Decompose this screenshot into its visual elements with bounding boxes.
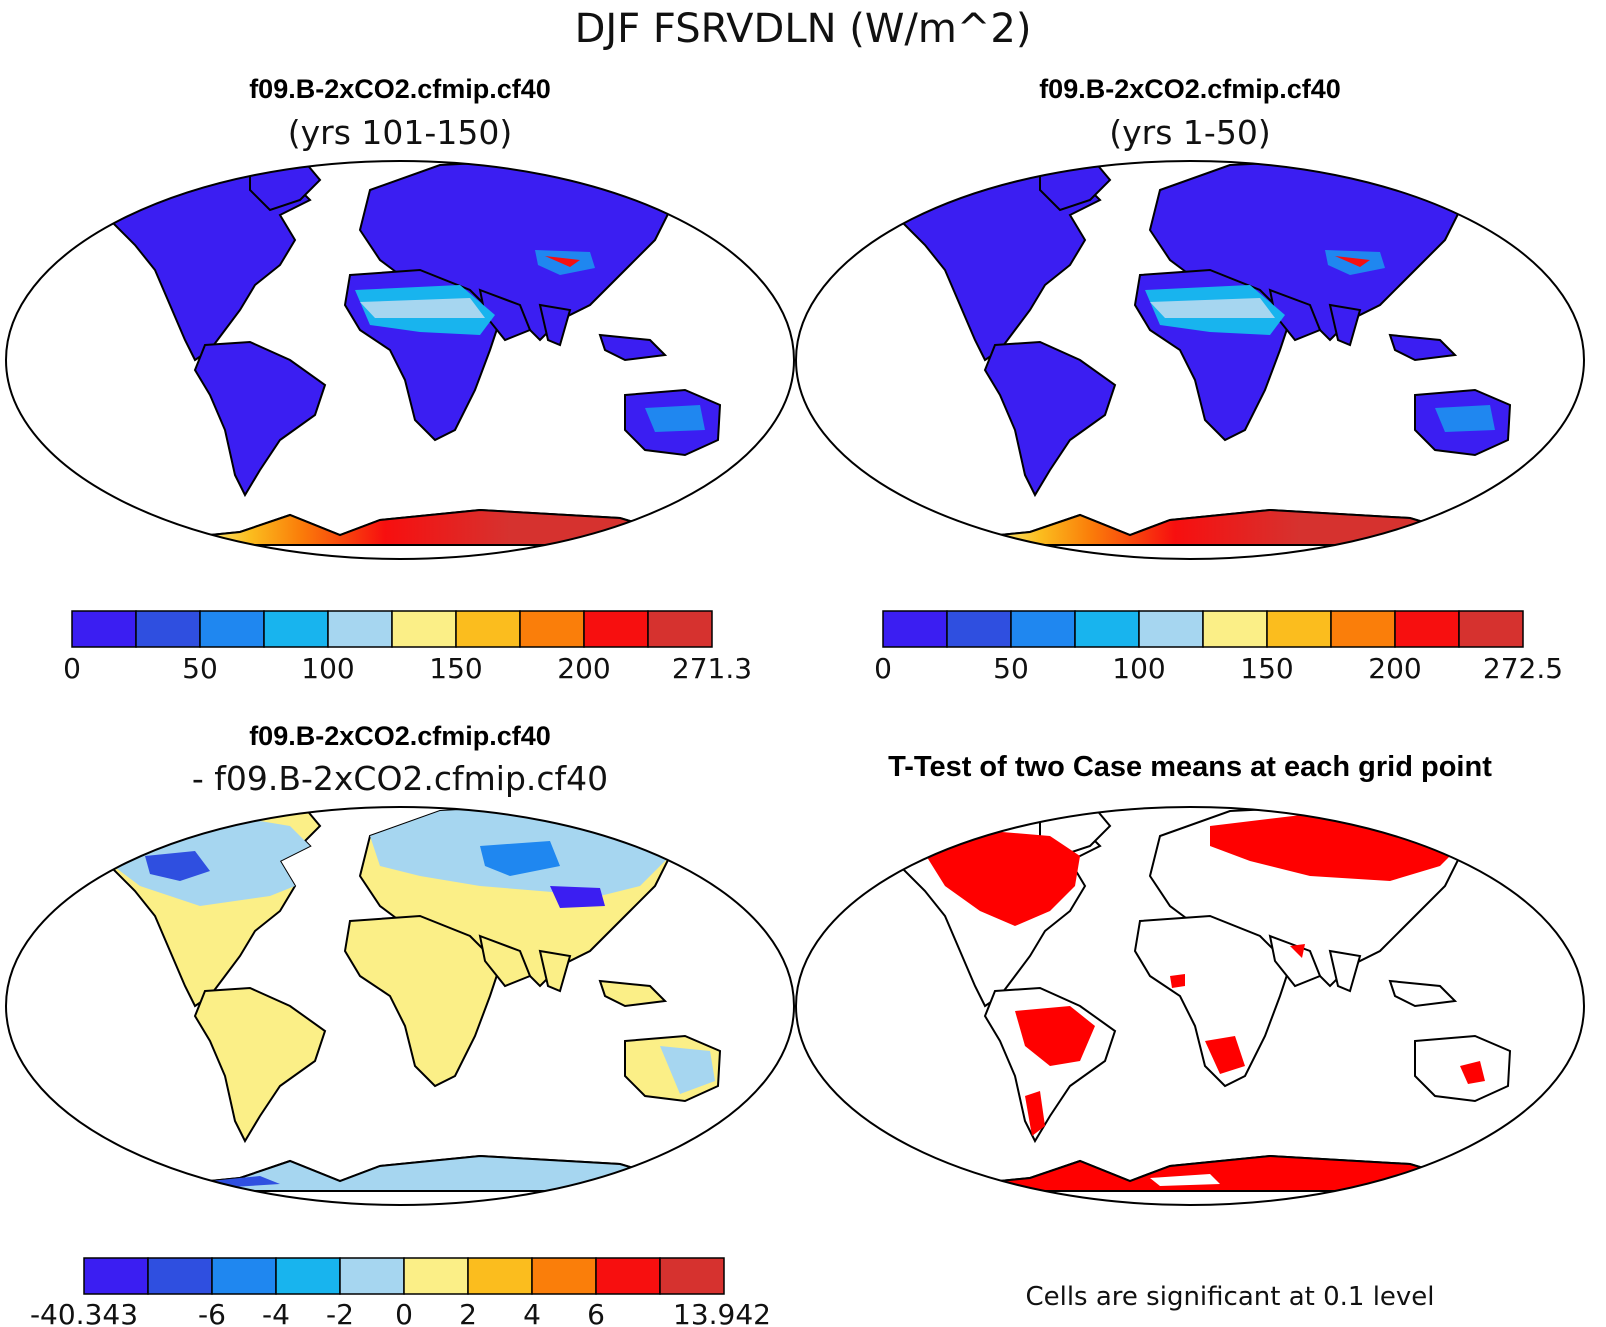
colorbar-case1-label: 271.3 (672, 652, 752, 685)
colorbar-case2-label: 200 (1368, 652, 1421, 685)
map-ttest-border (795, 806, 1585, 1206)
panel-case2-title: f09.B-2xCO2.cfmip.cf40 (1039, 74, 1341, 104)
colorbar-difference-label: 0 (395, 1298, 413, 1327)
colorbar-difference-swatch (147, 1257, 213, 1295)
colorbar-difference-label: -6 (198, 1298, 226, 1327)
map-case2 (796, 161, 1584, 559)
colorbar-case1-swatch (391, 610, 457, 648)
colorbar-difference-label: 2 (459, 1298, 477, 1327)
colorbar-difference-swatch (403, 1257, 469, 1295)
colorbar-case1-swatch (583, 610, 649, 648)
colorbar-case2-swatch (1010, 610, 1076, 648)
colorbar-difference-swatch (83, 1257, 149, 1295)
panel-case1-title: f09.B-2xCO2.cfmip.cf40 (249, 74, 551, 104)
colorbar-case1-swatch (455, 610, 521, 648)
colorbar-case1-labels: 0 50 100 150 200 271.3 (63, 652, 752, 685)
colorbar-case1-swatch (519, 610, 585, 648)
panel-ttest-title: T-Test of two Case means at each grid po… (888, 751, 1492, 783)
colorbar-case1-swatch (199, 610, 265, 648)
panel-case1-subtitle: (yrs 101-150) (288, 113, 512, 152)
colorbar-difference-swatch (467, 1257, 533, 1295)
colorbar-case2-swatch (1330, 610, 1396, 648)
colorbar-difference-swatch (339, 1257, 405, 1295)
colorbar-case2-label: 272.5 (1483, 652, 1563, 685)
colorbar-difference-label: -40.343 (30, 1298, 138, 1327)
colorbar-difference-label: -2 (326, 1298, 354, 1327)
colorbar-case1-label: 0 (63, 652, 81, 685)
colorbar-case2-label: 150 (1240, 652, 1293, 685)
colorbar-case2-swatch (882, 610, 948, 648)
map-case1-border (5, 160, 795, 560)
colorbar-difference-swatch (275, 1257, 341, 1295)
colorbar-case2-labels: 0 50 100 150 200 272.5 (874, 652, 1563, 685)
colorbar-case2-swatch (946, 610, 1012, 648)
map-ttest (796, 807, 1584, 1205)
figure-title: DJF FSRVDLN (W/m^2) (575, 6, 1032, 52)
panel-case2-subtitle: (yrs 1-50) (1109, 113, 1270, 152)
colorbar-case1-swatch (135, 610, 201, 648)
colorbar-difference-label: 6 (587, 1298, 605, 1327)
colorbar-case1 (71, 610, 713, 648)
colorbar-difference-labels: -40.343 -6 -4 -2 0 2 4 6 13.942 (30, 1298, 771, 1327)
panel-case1: f09.B-2xCO2.cfmip.cf40 (yrs 101-150) 0 (5, 74, 795, 685)
panel-ttest: T-Test of two Case means at each grid po… (795, 751, 1585, 1312)
colorbar-case2-swatch (1266, 610, 1332, 648)
colorbar-case1-label: 200 (557, 652, 610, 685)
colorbar-case2-label: 0 (874, 652, 892, 685)
colorbar-case1-swatch (327, 610, 393, 648)
colorbar-difference-swatch (211, 1257, 277, 1295)
colorbar-difference-label: 13.942 (673, 1298, 771, 1327)
panel-difference: f09.B-2xCO2.cfmip.cf40 - f09.B-2xCO2.cfm… (5, 721, 795, 1327)
colorbar-case1-swatch (71, 610, 137, 648)
colorbar-difference-swatch (531, 1257, 597, 1295)
map-difference-border (5, 806, 795, 1206)
colorbar-case1-label: 100 (301, 652, 354, 685)
colorbar-difference-swatch (659, 1257, 725, 1295)
colorbar-case1-swatch (647, 610, 713, 648)
colorbar-case2 (882, 610, 1524, 648)
colorbar-difference-label: -4 (262, 1298, 290, 1327)
colorbar-difference-label: 4 (523, 1298, 541, 1327)
colorbar-case2-swatch (1202, 610, 1268, 648)
colorbar-case2-swatch (1458, 610, 1524, 648)
colorbar-difference-swatch (595, 1257, 661, 1295)
colorbar-case2-swatch (1138, 610, 1204, 648)
colorbar-case2-label: 50 (993, 652, 1029, 685)
map-case2-border (795, 160, 1585, 560)
map-case1 (6, 161, 794, 559)
colorbar-case1-label: 150 (429, 652, 482, 685)
map-difference (6, 807, 794, 1205)
colorbar-case1-label: 50 (182, 652, 218, 685)
panel-difference-subtitle: - f09.B-2xCO2.cfmip.cf40 (192, 759, 608, 798)
panel-ttest-footnote: Cells are significant at 0.1 level (1025, 1282, 1434, 1312)
colorbar-case1-swatch (263, 610, 329, 648)
panel-case2: f09.B-2xCO2.cfmip.cf40 (yrs 1-50) 0 50 1… (795, 74, 1585, 685)
colorbar-case2-swatch (1394, 610, 1460, 648)
colorbar-case2-swatch (1074, 610, 1140, 648)
colorbar-case2-label: 100 (1112, 652, 1165, 685)
colorbar-difference (83, 1257, 725, 1295)
panel-difference-title: f09.B-2xCO2.cfmip.cf40 (249, 721, 551, 751)
